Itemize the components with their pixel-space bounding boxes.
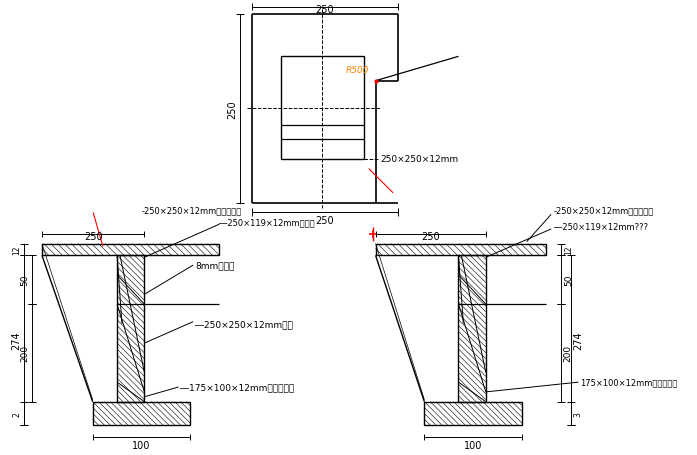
Bar: [459, 256, 486, 402]
Bar: [424, 402, 522, 425]
Bar: [376, 244, 546, 256]
Text: 175×100×12mm牛腿下盖板: 175×100×12mm牛腿下盖板: [581, 378, 677, 387]
Text: 250: 250: [316, 5, 334, 15]
Text: ―250×119×12mm???: ―250×119×12mm???: [554, 222, 648, 231]
Text: -250×250×12mm牛腿上盖板: -250×250×12mm牛腿上盖板: [141, 206, 242, 214]
Text: 100: 100: [132, 440, 151, 450]
Text: 8mm厅满焊: 8mm厅满焊: [195, 261, 234, 270]
Bar: [42, 244, 220, 256]
Text: -250×250×12mm牛腿上盖板: -250×250×12mm牛腿上盖板: [554, 206, 654, 214]
Text: 250: 250: [422, 232, 440, 242]
Bar: [93, 402, 190, 425]
Text: 12: 12: [564, 245, 573, 255]
Text: 274: 274: [11, 331, 22, 350]
Bar: [281, 57, 364, 159]
Text: 250: 250: [316, 216, 334, 226]
Text: 274: 274: [574, 331, 583, 350]
Text: 250×250×12mm: 250×250×12mm: [381, 155, 459, 164]
Text: 250: 250: [84, 232, 102, 242]
Text: ―250×250×12mm腹板: ―250×250×12mm腹板: [195, 319, 293, 329]
Text: 250: 250: [227, 100, 237, 119]
Bar: [117, 256, 144, 402]
Text: 3: 3: [574, 411, 583, 416]
Text: 12: 12: [13, 245, 22, 255]
Text: ―250×119×12mm加劲板: ―250×119×12mm加劲板: [220, 218, 315, 227]
Text: 50: 50: [20, 274, 29, 286]
Text: 100: 100: [464, 440, 482, 450]
Text: 2: 2: [13, 411, 22, 416]
Text: 50: 50: [564, 274, 573, 286]
Text: ―175×100×12mm牛腿下盖板: ―175×100×12mm牛腿下盖板: [181, 383, 295, 392]
Text: R500: R500: [345, 66, 369, 74]
Text: 200: 200: [564, 344, 573, 362]
Text: 200: 200: [20, 344, 29, 362]
